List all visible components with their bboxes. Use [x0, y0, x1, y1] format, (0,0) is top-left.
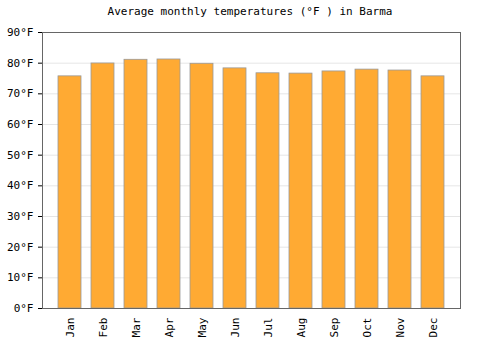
svg-text:20°F: 20°F [7, 241, 34, 254]
svg-text:Sep: Sep [328, 318, 341, 338]
svg-text:Jun: Jun [229, 318, 242, 338]
svg-text:May: May [196, 317, 209, 337]
svg-text:80°F: 80°F [7, 57, 34, 70]
svg-text:40°F: 40°F [7, 179, 34, 192]
svg-text:Jan: Jan [64, 318, 77, 338]
svg-text:Apr: Apr [163, 317, 176, 337]
html-text:Average monthly temperatures (: Average monthly temperatures (°F ) in Ba… [107, 5, 393, 18]
svg-text:60°F: 60°F [7, 118, 34, 131]
svg-text:Feb: Feb [97, 318, 110, 338]
svg-text:0°F: 0°F [14, 302, 34, 315]
svg-text:Dec: Dec [427, 318, 440, 338]
svg-text:Oct: Oct [361, 318, 374, 338]
svg-text:90°F: 90°F [7, 26, 34, 39]
svg-text:30°F: 30°F [7, 210, 34, 223]
svg-text:Nov: Nov [394, 317, 407, 337]
svg-text:70°F: 70°F [7, 87, 34, 100]
svg-text:10°F: 10°F [7, 271, 34, 284]
svg-text:Mar: Mar [130, 317, 143, 337]
svg-text:Aug: Aug [295, 318, 308, 338]
svg-text:50°F: 50°F [7, 149, 34, 162]
svg-text:Jul: Jul [262, 318, 275, 338]
